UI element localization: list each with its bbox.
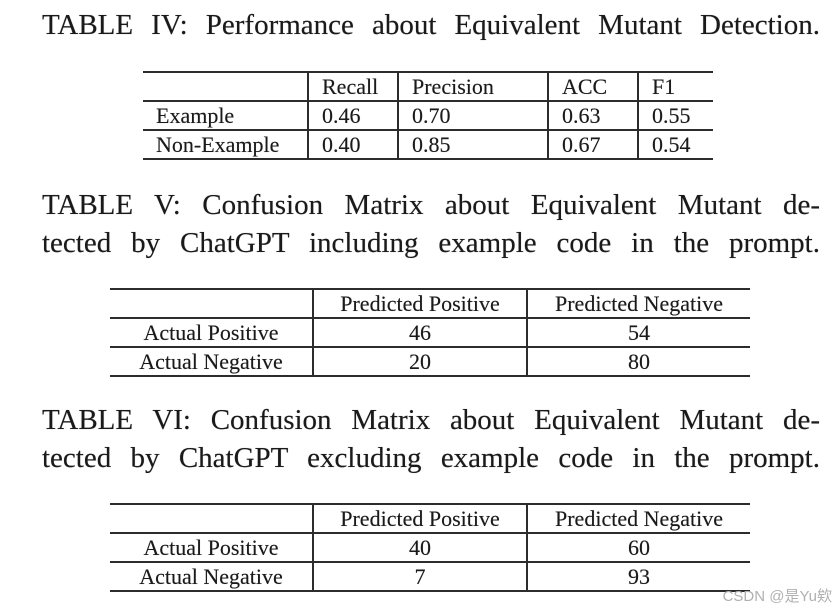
table-v-caption-line-2: tected by ChatGPT including example code… bbox=[42, 227, 820, 259]
table-iv-cell: 0.70 bbox=[397, 100, 548, 130]
table-v-header-blank bbox=[110, 288, 313, 318]
table-row: Actual Negative 20 80 bbox=[110, 346, 750, 376]
table-v-cell: 46 bbox=[312, 317, 527, 347]
table-row: Example 0.46 0.70 0.63 0.55 bbox=[143, 100, 713, 130]
table-v-header-predicted-positive: Predicted Positive bbox=[312, 288, 527, 318]
table-iv-header-acc: ACC bbox=[547, 71, 638, 101]
table-vi-cell: 7 bbox=[312, 561, 527, 591]
table-iv-cell: 0.85 bbox=[397, 129, 548, 159]
table-row: Actual Positive 40 60 bbox=[110, 532, 750, 562]
table-iv-cell: 0.55 bbox=[637, 100, 713, 130]
table-iv-cell: 0.40 bbox=[307, 129, 398, 159]
table-vi-cell: 93 bbox=[526, 561, 750, 591]
table-vi-caption-line-2: tected by ChatGPT excluding example code… bbox=[42, 442, 820, 474]
table-row: Actual Negative 7 93 bbox=[110, 561, 750, 591]
table-vi-header-predicted-negative: Predicted Negative bbox=[526, 503, 750, 533]
table-iv-header-blank bbox=[143, 71, 308, 101]
table-row: Non-Example 0.40 0.85 0.67 0.54 bbox=[143, 129, 713, 159]
csdn-watermark: CSDN @是Yu欸 bbox=[722, 588, 832, 605]
table-v-cell: 80 bbox=[526, 346, 750, 376]
table-vi-header-blank bbox=[110, 503, 313, 533]
table-v-caption-line-1: TABLE V: Confusion Matrix about Equivale… bbox=[42, 189, 820, 221]
table-iv-cell: 0.54 bbox=[637, 129, 713, 159]
table-vi: Predicted Positive Predicted Negative Ac… bbox=[110, 503, 750, 592]
table-iv-row-label: Non-Example bbox=[143, 129, 308, 159]
table-iv-header-row: Recall Precision ACC F1 bbox=[143, 71, 713, 101]
table-vi-caption: TABLE VI: Confusion Matrix about Equival… bbox=[42, 401, 820, 477]
table-iv-cell: 0.67 bbox=[547, 129, 638, 159]
table-iv-header-f1: F1 bbox=[637, 71, 713, 101]
table-v-header-predicted-negative: Predicted Negative bbox=[526, 288, 750, 318]
table-v-cell: 20 bbox=[312, 346, 527, 376]
table-iv-cell: 0.46 bbox=[307, 100, 398, 130]
table-vi-header-predicted-positive: Predicted Positive bbox=[312, 503, 527, 533]
table-iv-cell: 0.63 bbox=[547, 100, 638, 130]
table-v-caption: TABLE V: Confusion Matrix about Equivale… bbox=[42, 186, 820, 262]
table-iv-caption-line-1: TABLE IV: Performance about Equivalent M… bbox=[42, 9, 820, 41]
table-vi-row-label: Actual Positive bbox=[110, 532, 313, 562]
table-iv-row-label: Example bbox=[143, 100, 308, 130]
table-iv: Recall Precision ACC F1 Example 0.46 0.7… bbox=[143, 71, 713, 160]
table-vi-header-row: Predicted Positive Predicted Negative bbox=[110, 503, 750, 533]
table-vi-caption-line-1: TABLE VI: Confusion Matrix about Equival… bbox=[42, 404, 820, 436]
table-vi-row-label: Actual Negative bbox=[110, 561, 313, 591]
table-iv-header-precision: Precision bbox=[397, 71, 548, 101]
table-iv-header-recall: Recall bbox=[307, 71, 398, 101]
table-v-cell: 54 bbox=[526, 317, 750, 347]
table-v-row-label: Actual Negative bbox=[110, 346, 313, 376]
table-v: Predicted Positive Predicted Negative Ac… bbox=[110, 288, 750, 377]
table-vi-cell: 60 bbox=[526, 532, 750, 562]
table-v-row-label: Actual Positive bbox=[110, 317, 313, 347]
table-vi-cell: 40 bbox=[312, 532, 527, 562]
table-iv-caption: TABLE IV: Performance about Equivalent M… bbox=[42, 6, 820, 44]
table-row: Actual Positive 46 54 bbox=[110, 317, 750, 347]
table-v-header-row: Predicted Positive Predicted Negative bbox=[110, 288, 750, 318]
